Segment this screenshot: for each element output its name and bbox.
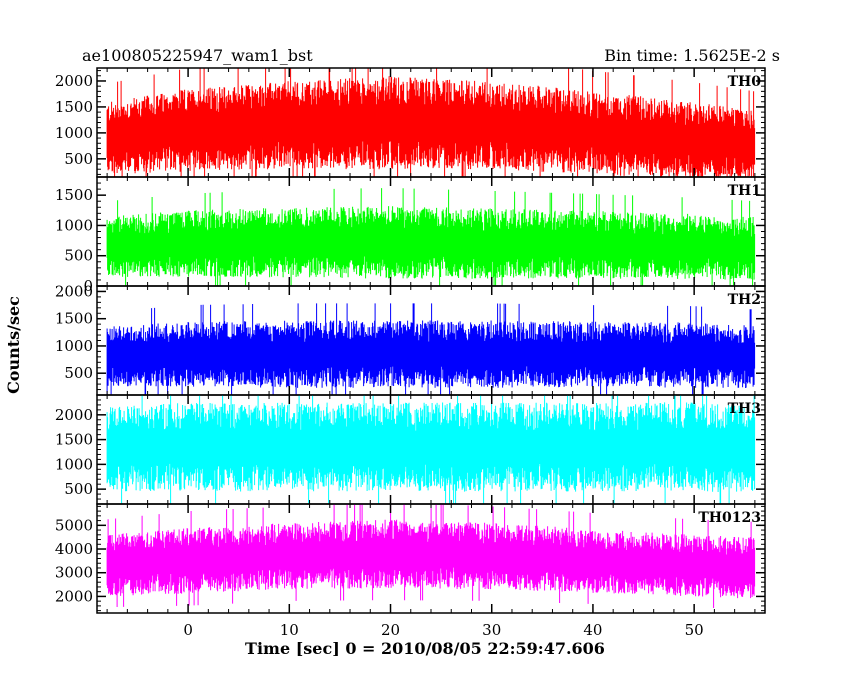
y-tick-label: 1000 bbox=[55, 455, 93, 473]
chart-title-right: Bin time: 1.5625E-2 s bbox=[604, 46, 780, 65]
x-tick-label: 20 bbox=[381, 621, 400, 639]
y-axis-title: Counts/sec bbox=[4, 296, 23, 394]
panel-th0123: 2000 3000 4000 5000 TH0123 bbox=[55, 503, 766, 614]
series-trace-th0123 bbox=[106, 504, 756, 608]
panel-label-th0123: TH0123 bbox=[698, 510, 761, 526]
y-tick-label: 1000 bbox=[55, 124, 93, 142]
y-tick-label: 1500 bbox=[55, 186, 93, 204]
y-tick-label: 2000 bbox=[55, 282, 93, 300]
y-tick-label: 1500 bbox=[55, 310, 93, 328]
y-tick-label: 500 bbox=[64, 480, 93, 498]
y-tick-label: 1000 bbox=[55, 216, 93, 234]
series-trace-th3 bbox=[106, 395, 756, 504]
x-tick-label: 50 bbox=[685, 621, 704, 639]
x-tick-label: 10 bbox=[280, 621, 299, 639]
panel-label-th1: TH1 bbox=[728, 183, 761, 199]
y-tick-label: 500 bbox=[64, 150, 93, 168]
y-tick-label: 500 bbox=[64, 364, 93, 382]
y-tick-label: 500 bbox=[64, 247, 93, 265]
y-tick-label: 2000 bbox=[55, 406, 93, 424]
y-tick-label: 4000 bbox=[55, 540, 93, 558]
panel-th1: 0 500 1000 1500 TH1 bbox=[55, 176, 766, 295]
x-tick-label: 40 bbox=[583, 621, 602, 639]
y-tick-label: 0 bbox=[83, 277, 93, 295]
y-tick-label: 5000 bbox=[55, 516, 93, 534]
y-tick-label: 2000 bbox=[55, 72, 93, 90]
chart-title-left: ae100805225947_wam1_bst bbox=[82, 46, 313, 65]
panel-th3: 500 1000 1500 2000 TH3 bbox=[55, 394, 766, 505]
x-axis-title: Time [sec] 0 = 2010/08/05 22:59:47.606 bbox=[245, 639, 605, 658]
y-tick-label: 3000 bbox=[55, 564, 93, 582]
y-tick-label: 1000 bbox=[55, 337, 93, 355]
panel-label-th0: TH0 bbox=[728, 74, 762, 90]
series-trace-th0 bbox=[106, 68, 756, 177]
y-tick-label: 1500 bbox=[55, 98, 93, 116]
y-tick-label: 1500 bbox=[55, 431, 93, 449]
panels-group: 500 1000 1500 2000 TH0 0 500 1000 1500 TH1 500 1000… bbox=[55, 67, 766, 614]
panel-th2: 500 1000 1500 2000 TH2 bbox=[55, 282, 766, 396]
series-trace-th2 bbox=[106, 303, 756, 395]
panel-th0: 500 1000 1500 2000 TH0 bbox=[55, 67, 766, 178]
y-tick-label: 2000 bbox=[55, 587, 93, 605]
x-tick-label: 0 bbox=[183, 621, 193, 639]
series-trace-th1 bbox=[106, 188, 756, 286]
x-tick-label: 30 bbox=[482, 621, 501, 639]
panel-label-th3: TH3 bbox=[728, 401, 761, 417]
panel-label-th2: TH2 bbox=[728, 292, 761, 308]
x-tick-labels: 0 10 20 30 40 50 bbox=[183, 621, 703, 639]
